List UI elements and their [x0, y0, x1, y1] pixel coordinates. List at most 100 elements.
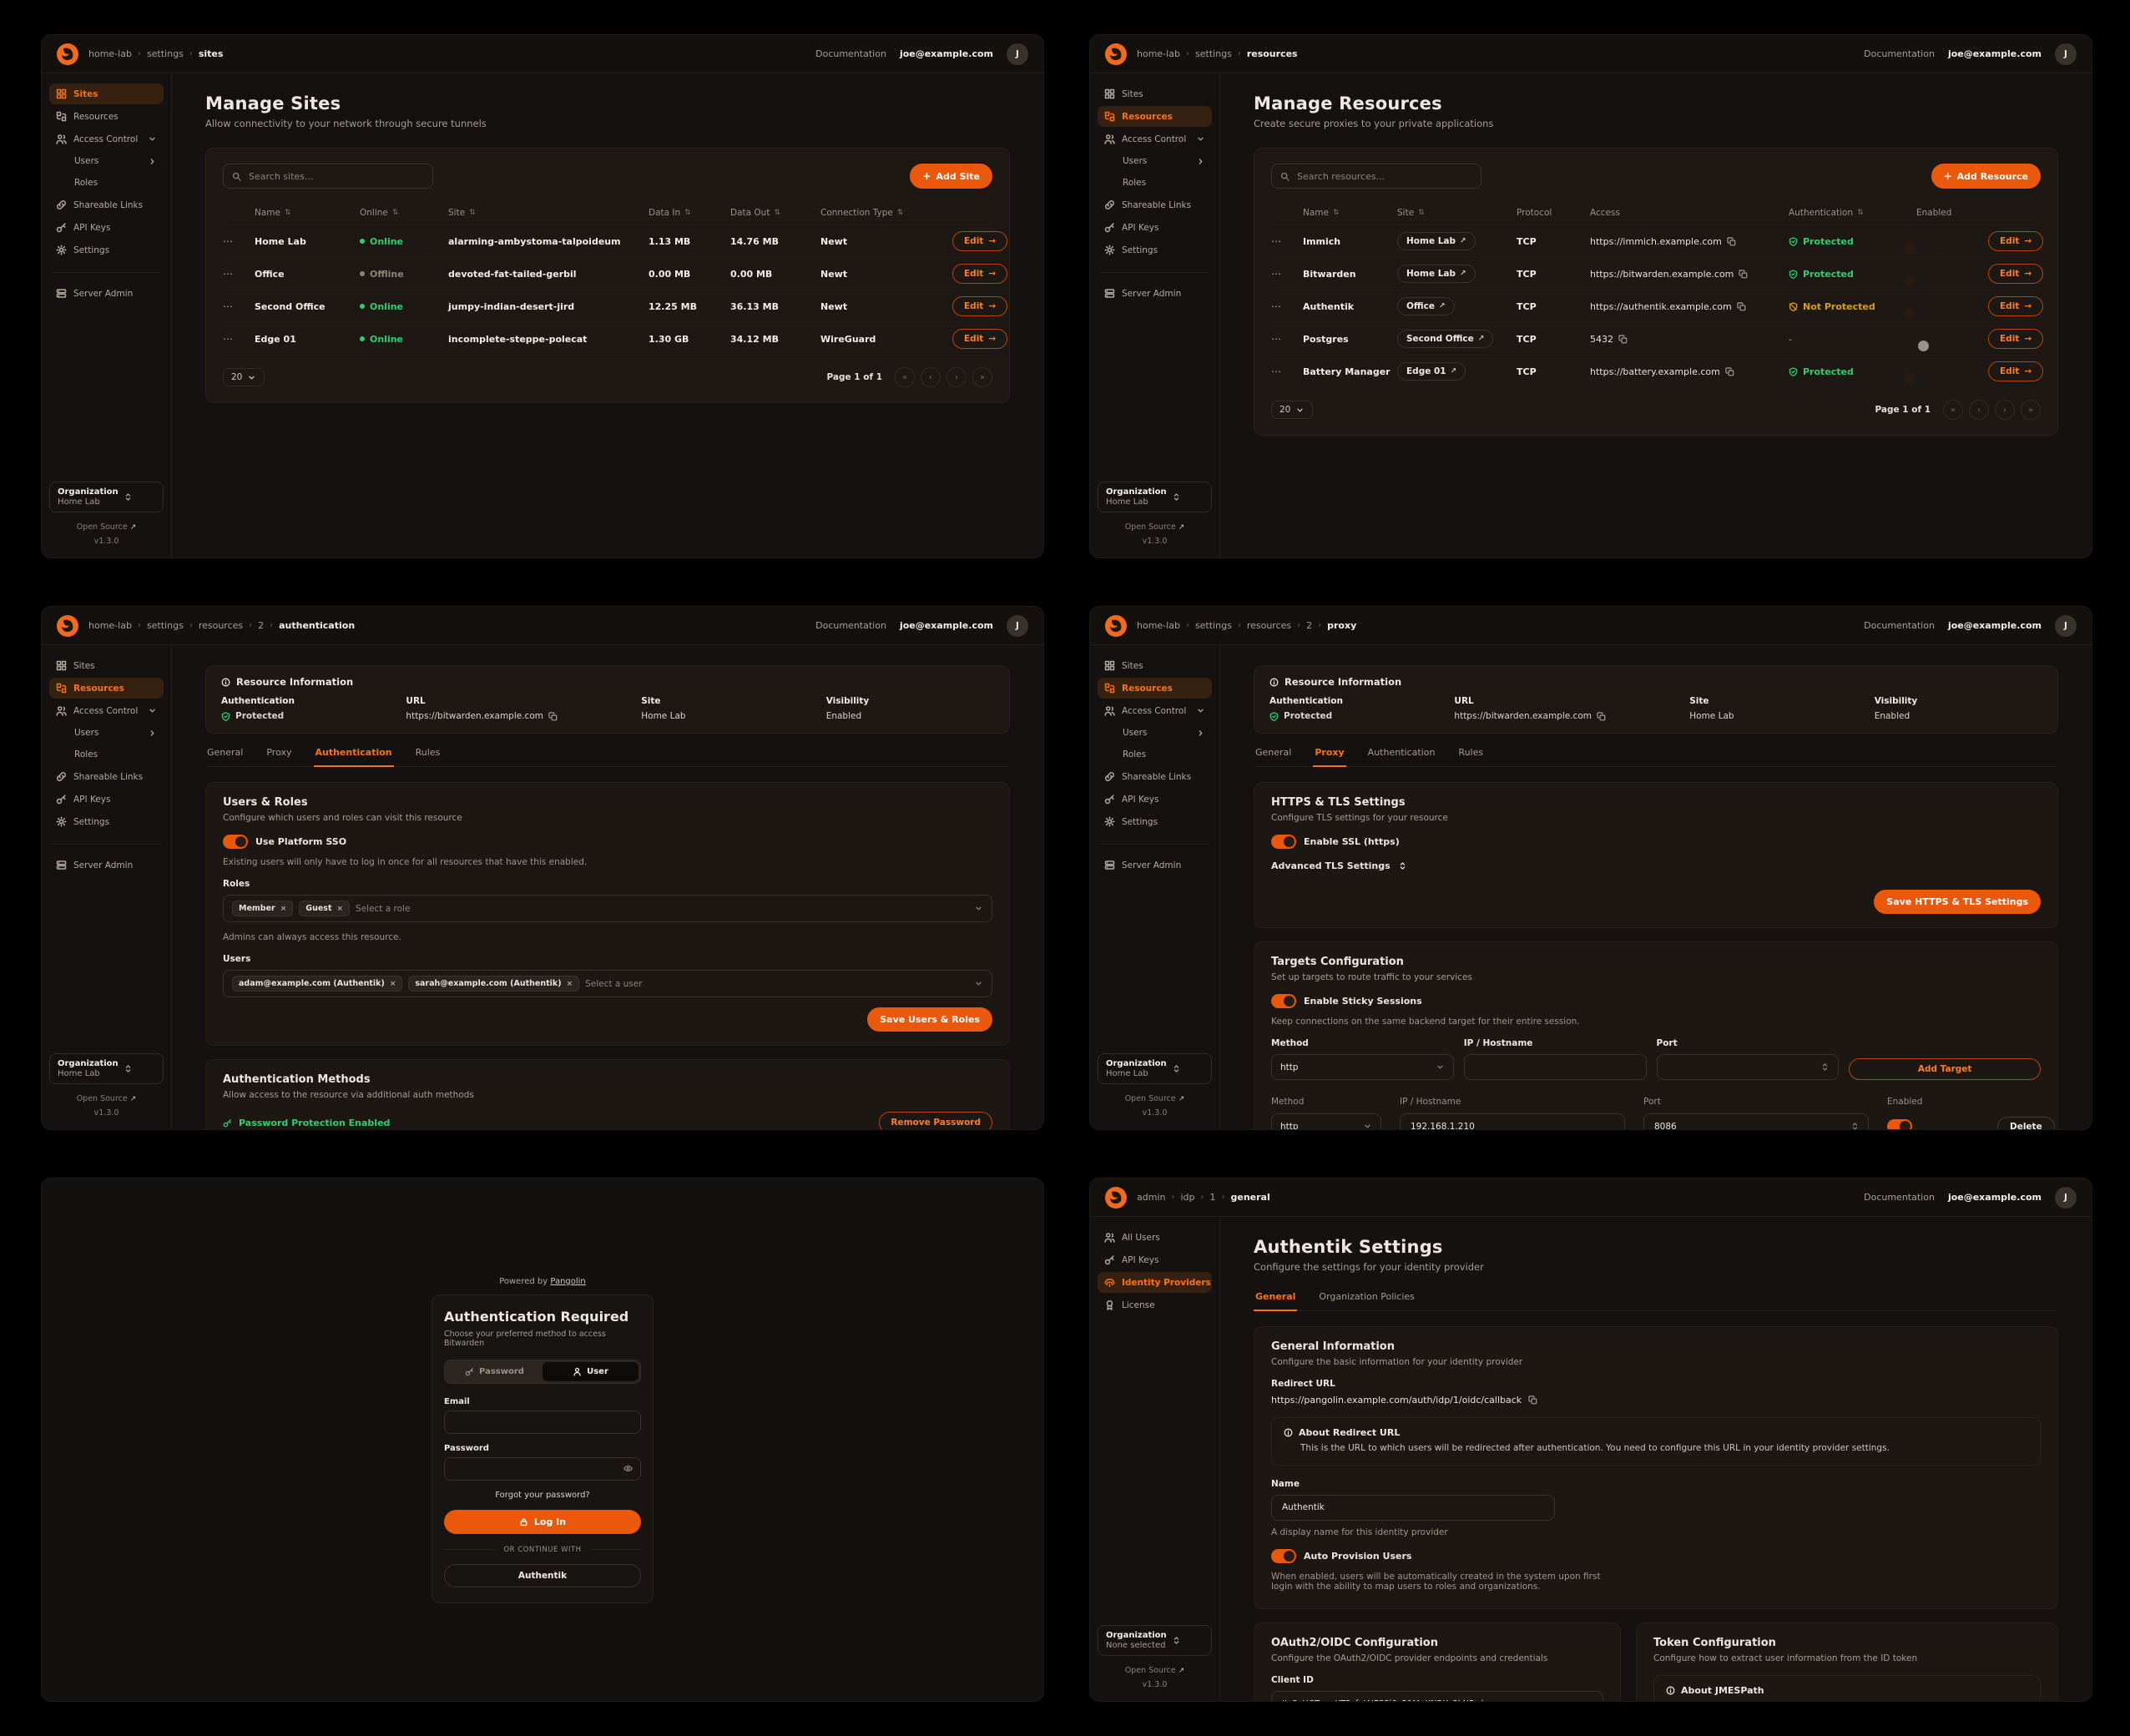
- remove-chip-icon[interactable]: ×: [280, 904, 287, 913]
- breadcrumb-item[interactable]: home-lab: [88, 620, 132, 631]
- breadcrumb-item[interactable]: settings: [1194, 620, 1232, 631]
- breadcrumb-item[interactable]: 2: [1306, 620, 1313, 631]
- port-input[interactable]: [1656, 1054, 1840, 1080]
- sidebar-item-access-control[interactable]: Access Control: [1098, 129, 1212, 149]
- sidebar-item-settings[interactable]: Settings: [49, 240, 164, 260]
- client-id-field[interactable]: [1271, 1690, 1603, 1701]
- edit-button[interactable]: Edit →: [952, 231, 1008, 251]
- tab-rules[interactable]: Rules: [1458, 747, 1484, 758]
- page-size-select[interactable]: 20: [223, 368, 265, 386]
- row-actions-menu[interactable]: ⋯: [223, 235, 234, 247]
- sidebar-item-roles[interactable]: Roles: [1098, 744, 1212, 765]
- sidebar-item-settings[interactable]: Settings: [49, 811, 164, 832]
- forgot-password-link[interactable]: Forgot your password?: [495, 1490, 590, 1500]
- row-actions-menu[interactable]: ⋯: [223, 268, 234, 280]
- user-email[interactable]: joe@example.com: [899, 48, 993, 59]
- tab-organization-policies[interactable]: Organization Policies: [1319, 1291, 1415, 1302]
- remove-chip-icon[interactable]: ×: [336, 904, 344, 913]
- sidebar-item-sites[interactable]: Sites: [1098, 83, 1212, 104]
- edit-button[interactable]: Edit →: [1988, 296, 2044, 316]
- sidebar-item-resources[interactable]: Resources: [1098, 678, 1212, 699]
- enable-ssl-toggle[interactable]: [1271, 835, 1296, 849]
- ip-hostname-input[interactable]: [1400, 1113, 1625, 1129]
- avatar[interactable]: J: [2055, 43, 2077, 65]
- sidebar-item-api-keys[interactable]: API Keys: [1098, 789, 1212, 810]
- sidebar-item-resources[interactable]: Resources: [49, 106, 164, 127]
- documentation-link[interactable]: Documentation: [815, 620, 886, 631]
- documentation-link[interactable]: Documentation: [1864, 620, 1935, 631]
- tab-authentication[interactable]: Authentication: [313, 747, 394, 767]
- row-actions-menu[interactable]: ⋯: [223, 300, 234, 312]
- breadcrumb-item[interactable]: home-lab: [88, 48, 132, 59]
- sidebar-item-api-keys[interactable]: API Keys: [49, 789, 164, 810]
- sidebar-item-sites[interactable]: Sites: [49, 83, 164, 104]
- ip-hostname-input[interactable]: [1463, 1054, 1647, 1080]
- user-email[interactable]: joe@example.com: [1947, 620, 2042, 631]
- last-page-button[interactable]: »: [972, 367, 992, 387]
- row-actions-menu[interactable]: ⋯: [1271, 235, 1282, 247]
- site-link[interactable]: Edge 01 ↗: [1397, 362, 1466, 381]
- name-field[interactable]: [1271, 1494, 1555, 1521]
- tab-rules[interactable]: Rules: [415, 747, 441, 758]
- site-link[interactable]: Home Lab ↗: [1397, 232, 1476, 250]
- row-actions-menu[interactable]: ⋯: [1271, 300, 1282, 312]
- documentation-link[interactable]: Documentation: [815, 48, 886, 59]
- org-selector[interactable]: Organization Home Lab: [1098, 1053, 1212, 1084]
- resource-url[interactable]: https://bitwarden.example.com: [406, 711, 543, 721]
- tab-password[interactable]: Password: [447, 1362, 543, 1381]
- site-link[interactable]: Office ↗: [1397, 297, 1455, 315]
- avatar[interactable]: J: [2055, 1186, 2077, 1209]
- user-email[interactable]: joe@example.com: [1947, 48, 2042, 59]
- col-name[interactable]: Name ⇅: [255, 207, 291, 218]
- edit-button[interactable]: Edit →: [1988, 361, 2044, 381]
- site-link[interactable]: Home Lab ↗: [1397, 265, 1476, 283]
- access-url[interactable]: https://battery.example.com: [1590, 366, 1720, 377]
- sidebar-item-shareable-links[interactable]: Shareable Links: [49, 766, 164, 787]
- sidebar-item-server-admin[interactable]: Server Admin: [1098, 283, 1212, 304]
- page-size-select[interactable]: 20: [1271, 401, 1314, 419]
- sidebar-item-server-admin[interactable]: Server Admin: [1098, 855, 1212, 876]
- row-actions-menu[interactable]: ⋯: [1271, 333, 1282, 345]
- site-link[interactable]: Second Office ↗: [1397, 330, 1494, 348]
- sidebar-item-api-keys[interactable]: API Keys: [49, 217, 164, 238]
- method-select[interactable]: http: [1271, 1113, 1381, 1129]
- sidebar-item-users[interactable]: Users: [1098, 151, 1212, 171]
- tab-authentication[interactable]: Authentication: [1367, 747, 1436, 758]
- open-source-link[interactable]: Open Source ↗: [76, 1094, 137, 1103]
- pangolin-logo[interactable]: [1105, 43, 1127, 65]
- access-url[interactable]: https://authentik.example.com: [1590, 300, 1732, 312]
- add-resource-button[interactable]: + Add Resource: [1931, 164, 2041, 189]
- access-url[interactable]: https://bitwarden.example.com: [1590, 268, 1734, 280]
- copy-icon[interactable]: [1727, 237, 1736, 246]
- documentation-link[interactable]: Documentation: [1864, 48, 1935, 59]
- search-sites[interactable]: [223, 164, 433, 189]
- tab-general[interactable]: General: [1254, 1291, 1298, 1311]
- sidebar-item-users[interactable]: Users: [1098, 723, 1212, 743]
- tab-proxy[interactable]: Proxy: [1313, 747, 1346, 767]
- col-connection-type[interactable]: Connection Type ⇅: [820, 207, 904, 218]
- breadcrumb-item[interactable]: admin: [1137, 1192, 1166, 1203]
- sidebar-item-sites[interactable]: Sites: [49, 655, 164, 676]
- sidebar-item-server-admin[interactable]: Server Admin: [49, 283, 164, 304]
- last-page-button[interactable]: »: [2021, 400, 2041, 420]
- first-page-button[interactable]: «: [1943, 400, 1963, 420]
- email-input[interactable]: [452, 1415, 633, 1429]
- resource-url[interactable]: https://bitwarden.example.com: [1454, 711, 1592, 721]
- tab-general[interactable]: General: [1255, 747, 1292, 758]
- sidebar-item-all-users[interactable]: All Users: [1098, 1227, 1212, 1248]
- sidebar-item-license[interactable]: License: [1098, 1294, 1212, 1315]
- documentation-link[interactable]: Documentation: [1864, 1192, 1935, 1203]
- method-select[interactable]: http: [1271, 1054, 1454, 1080]
- copy-icon[interactable]: [548, 712, 558, 721]
- row-actions-menu[interactable]: ⋯: [223, 333, 234, 345]
- user-email[interactable]: joe@example.com: [1947, 1192, 2042, 1203]
- prev-page-button[interactable]: ‹: [921, 367, 941, 387]
- sidebar-item-api-keys[interactable]: API Keys: [1098, 217, 1212, 238]
- log-in-button[interactable]: Log In: [444, 1509, 641, 1534]
- sidebar-item-access-control[interactable]: Access Control: [49, 129, 164, 149]
- org-selector[interactable]: Organization Home Lab: [49, 1053, 164, 1084]
- pangolin-logo[interactable]: [57, 43, 78, 65]
- breadcrumb-item[interactable]: 2: [258, 620, 265, 631]
- sidebar-item-users[interactable]: Users: [49, 723, 164, 743]
- breadcrumb-item[interactable]: 1: [1209, 1192, 1216, 1203]
